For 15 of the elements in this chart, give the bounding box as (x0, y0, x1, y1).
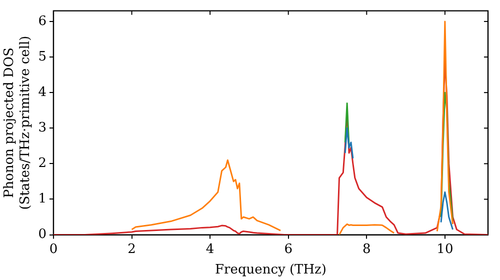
y-tick-label: 6 (38, 14, 46, 29)
y-tick-label: 5 (38, 49, 46, 64)
y-tick-label: 1 (38, 192, 46, 207)
x-axis-title: Frequency (THz) (215, 262, 326, 278)
x-tick-label: 10 (436, 242, 454, 257)
x-tick-label: 6 (284, 242, 292, 257)
x-tick-label: 2 (128, 242, 136, 257)
x-tick-label: 0 (49, 242, 58, 257)
y-tick-label: 3 (38, 120, 46, 136)
x-tick-label: 4 (206, 242, 214, 257)
y-tick-label: 2 (38, 156, 46, 172)
y-tick-label: 0 (38, 227, 46, 242)
x-tick-label: 8 (362, 242, 371, 257)
y-tick-label: 4 (38, 84, 46, 100)
y-axis-title: Phonon projected DOS (States/THz·primitive cell) (2, 36, 33, 210)
